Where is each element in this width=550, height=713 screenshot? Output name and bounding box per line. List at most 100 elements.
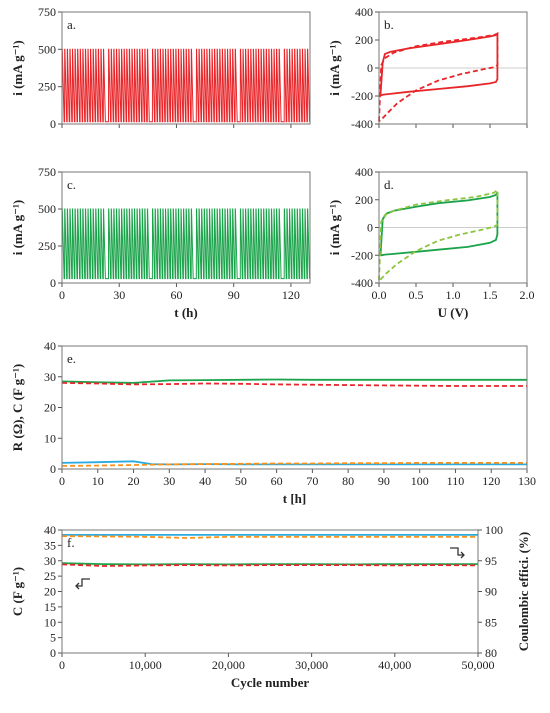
series-line-1: [378, 188, 499, 281]
panel-a: 0 250 500 750 a. i (mA g⁻¹): [10, 5, 311, 131]
y2-axis-label: Coulombic effici. (%): [516, 532, 531, 652]
y-tick-label: 500: [38, 42, 56, 56]
y2-tick-label: 95: [485, 554, 497, 568]
panel-label: a.: [67, 17, 76, 32]
y2-tick-label: 100: [485, 523, 503, 537]
plot-frame: [378, 11, 528, 125]
series-line-0: [379, 191, 499, 257]
y-tick-label: 40: [44, 523, 56, 537]
panel-label: f.: [67, 535, 75, 550]
right-axis-arrow-icon: [450, 547, 465, 559]
x-tick-label: 100: [411, 474, 429, 488]
y-tick-label: 5: [50, 631, 56, 645]
y-tick-label: 30: [44, 554, 56, 568]
y2-tick-label: 85: [485, 615, 497, 629]
y-tick-label: 250: [38, 80, 56, 94]
y2-tick-label: 90: [485, 585, 497, 599]
series-line-1: [61, 382, 527, 387]
panel-d: -400 -200 0 200 400 0.0 0.5 1.0 1.5 2.0 d. i (mA g⁻…: [327, 165, 535, 320]
y-tick-label: -200: [351, 89, 373, 103]
series-line-0: [61, 208, 310, 280]
x-tick-label: 20: [128, 474, 140, 488]
plot-frame: [61, 529, 479, 654]
x-tick-label: 130: [518, 474, 536, 488]
y-tick-label: 200: [355, 193, 373, 207]
x-tick-label: 0: [59, 474, 65, 488]
y-tick-label: 250: [38, 239, 56, 253]
plot-frame: [61, 11, 311, 125]
y-tick-label: 400: [355, 5, 373, 19]
y-axis-label: R (Ω), C (F g⁻¹): [10, 364, 25, 451]
series-line-0: [61, 562, 478, 566]
y-axis-label: i (mA g⁻¹): [10, 40, 25, 96]
y-tick-label: 20: [44, 585, 56, 599]
y-tick-label: 200: [355, 33, 373, 47]
y-tick-label: 0: [367, 221, 373, 235]
x-tick-label: 60: [271, 474, 283, 488]
x-axis-label: t (h): [174, 305, 197, 320]
x-tick-label: 30,000: [295, 658, 328, 672]
y-axis-label: C (F g⁻¹): [10, 567, 25, 616]
x-tick-label: 10,000: [129, 658, 162, 672]
x-tick-label: 80: [342, 474, 354, 488]
plot-frame: [378, 171, 528, 284]
x-tick-label: 0: [59, 658, 65, 672]
y-tick-label: 400: [355, 165, 373, 179]
x-tick-label: 50,000: [462, 658, 495, 672]
y2-tick-label: 80: [485, 646, 497, 660]
y-axis-label: i (mA g⁻¹): [327, 40, 342, 96]
x-tick-label: 30: [113, 288, 125, 302]
x-tick-label: 1.5: [483, 288, 498, 302]
panel-b: -400 -200 0 200 400 b. i (mA g⁻¹): [327, 5, 528, 131]
y-tick-label: 0: [50, 276, 56, 290]
series-line-1: [61, 563, 479, 567]
y-tick-label: 500: [38, 202, 56, 216]
y-tick-label: 0: [50, 117, 56, 131]
x-tick-label: 70: [306, 474, 318, 488]
y-tick-label: -400: [351, 117, 373, 131]
x-tick-label: 10: [92, 474, 104, 488]
y-tick-label: 750: [38, 165, 56, 179]
y-tick-label: 25: [44, 569, 56, 583]
y-tick-label: 0: [367, 61, 373, 75]
x-axis-label: U (V): [438, 305, 469, 320]
x-tick-label: 90: [378, 474, 390, 488]
x-tick-label: 20,000: [212, 658, 245, 672]
y-axis-label: i (mA g⁻¹): [10, 200, 25, 256]
x-tick-label: 40: [199, 474, 211, 488]
plot-frame: [61, 345, 528, 470]
series-line-2: [61, 460, 527, 466]
panel-e: 0 10 20 30 40 0 10 20 30 40 50 60 70 80 90 100 110 120 130…: [10, 339, 536, 506]
x-tick-label: 120: [482, 474, 500, 488]
x-tick-label: 2.0: [520, 288, 535, 302]
x-axis-label: Cycle number: [231, 675, 310, 690]
series-line-1: [378, 32, 499, 122]
y-tick-label: 40: [44, 339, 56, 353]
panel-label: d.: [384, 177, 394, 192]
series-line-3: [61, 462, 527, 467]
y-tick-label: 750: [38, 5, 56, 19]
x-tick-label: 120: [282, 288, 300, 302]
y-tick-label: 20: [44, 401, 56, 415]
series-line-3: [61, 535, 478, 539]
y-axis-label: i (mA g⁻¹): [327, 200, 342, 256]
y-tick-label: -400: [351, 276, 373, 290]
y-tick-label: -200: [351, 248, 373, 262]
panel-c: 0 250 500 750 0 30 60 90 120 c. i (mA g⁻¹) t (h): [10, 165, 311, 320]
y-tick-label: 15: [44, 600, 56, 614]
x-tick-label: 0.5: [409, 288, 424, 302]
y-tick-label: 0: [50, 646, 56, 660]
y-tick-label: 30: [44, 370, 56, 384]
x-tick-label: 60: [170, 288, 182, 302]
left-axis-arrow-icon: [75, 578, 90, 590]
y-tick-label: 10: [44, 615, 56, 629]
panel-label: b.: [384, 17, 394, 32]
x-tick-label: 50: [235, 474, 247, 488]
x-tick-label: 30: [163, 474, 175, 488]
panel-label: e.: [67, 351, 76, 366]
x-tick-label: 110: [447, 474, 465, 488]
plot-frame: [61, 171, 311, 284]
y-tick-label: 0: [50, 462, 56, 476]
